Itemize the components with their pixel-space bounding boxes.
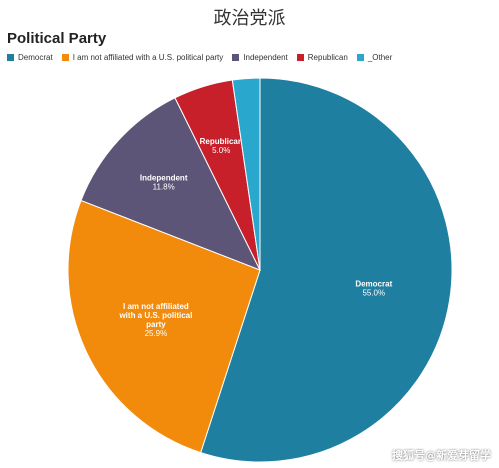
legend-swatch <box>356 54 364 61</box>
slice-label: Independent 11.8% <box>140 173 188 191</box>
pie-slice[interactable] <box>80 97 262 271</box>
legend-item[interactable]: I am not affiliated with a U.S. politica… <box>61 53 224 62</box>
legend-label: Independent <box>243 53 288 62</box>
legend-label: Republican <box>307 53 348 62</box>
legend-swatch <box>232 54 240 61</box>
legend-swatch <box>296 54 304 61</box>
chart-title: Political Party <box>7 30 107 47</box>
legend-item[interactable]: Independent <box>232 53 288 62</box>
page-title: 政治党派 <box>213 8 286 29</box>
slice-label: Republican 5.0% <box>200 137 243 155</box>
pie-slice[interactable] <box>200 77 453 463</box>
pie-slice[interactable] <box>67 199 261 454</box>
legend-swatch <box>61 54 69 61</box>
legend-label: I am not affiliated with a U.S. politica… <box>72 53 224 62</box>
legend-swatch <box>7 54 14 61</box>
legend-item[interactable]: Democrat <box>7 53 53 62</box>
pie-slice[interactable] <box>231 77 261 271</box>
slice-label: Democrat 55.0% <box>355 280 392 298</box>
slice-label: I am not affiliated with a U.S. political… <box>118 302 192 338</box>
watermark: 搜狐号@新爱芽留学 <box>392 449 491 462</box>
legend: Democrat I am not affiliated with a U.S. … <box>7 53 401 62</box>
legend-item[interactable]: _Other <box>356 53 393 62</box>
legend-label: _Other <box>367 53 393 62</box>
legend-label: Democrat <box>18 53 53 62</box>
legend-item[interactable]: Republican <box>296 53 348 62</box>
